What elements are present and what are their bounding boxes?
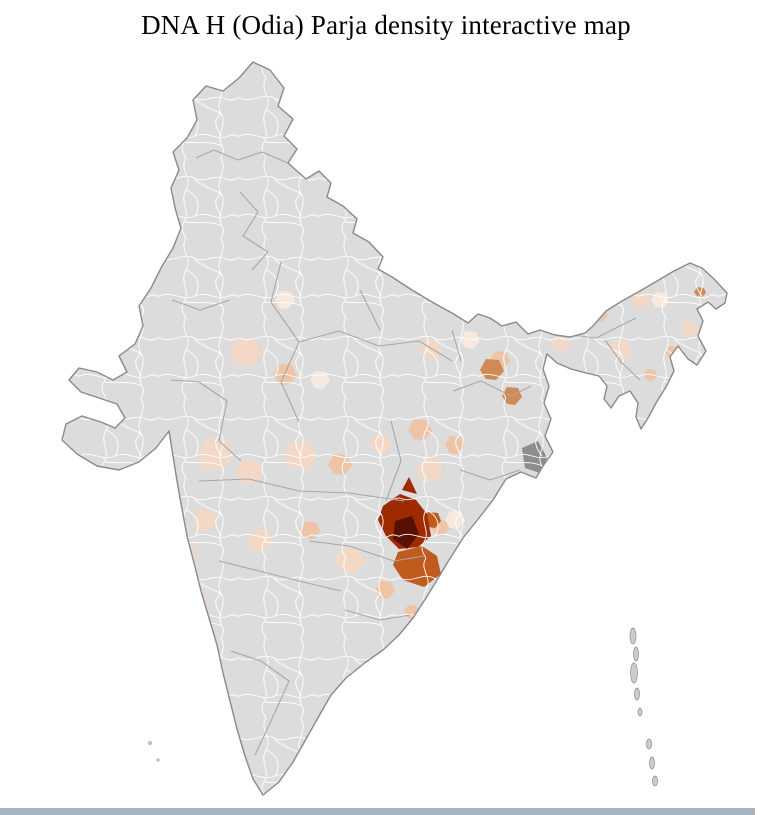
lakshadweep-islands[interactable] — [148, 741, 160, 762]
state-boundaries — [170, 149, 641, 756]
page-title: DNA H (Odia) Parja density interactive m… — [141, 10, 631, 40]
andaman-nicobar-islands[interactable] — [629, 627, 658, 787]
district-boundaries-mesh — [62, 62, 727, 795]
horizontal-scrollbar[interactable] — [0, 808, 755, 815]
